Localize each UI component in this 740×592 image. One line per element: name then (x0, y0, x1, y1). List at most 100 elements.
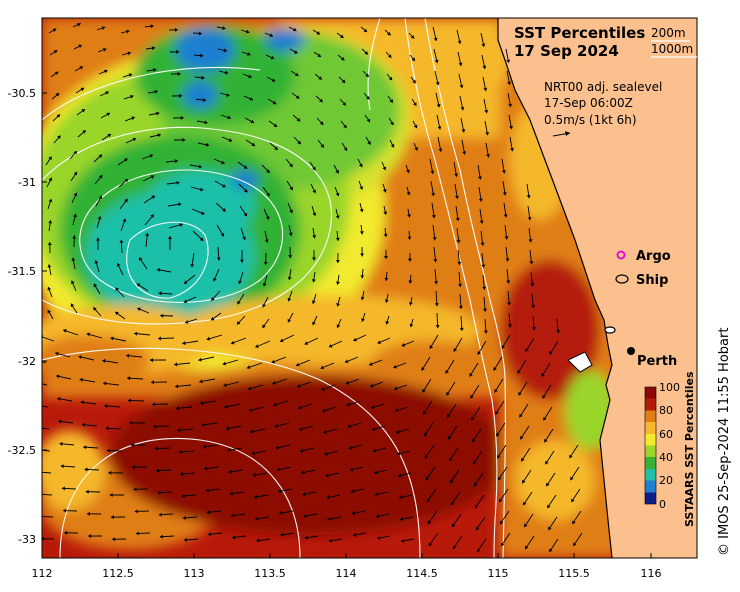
current-arrow-head (324, 451, 328, 456)
current-arrow-head (454, 195, 459, 199)
current-arrow-head (335, 192, 340, 197)
current-arrow-head (344, 359, 349, 364)
current-arrow-head (56, 374, 60, 379)
current-arrow-head (383, 233, 388, 237)
current-arrow-head (429, 345, 434, 349)
current-arrow-head (335, 169, 339, 174)
current-arrow-head (478, 198, 483, 202)
current-arrow-head (272, 381, 276, 385)
current-arrow-head (152, 402, 156, 407)
current-arrow-head (371, 427, 376, 431)
current-arrow-head (237, 300, 241, 305)
current-arrow-head (198, 357, 202, 362)
current-arrow-head (543, 416, 547, 421)
current-arrow-head (158, 336, 162, 341)
current-arrow-head (57, 397, 61, 401)
ship-marker-icon (615, 274, 629, 284)
current-arrow-head (271, 78, 276, 82)
current-arrow-head (58, 419, 62, 424)
current-arrow-head (544, 438, 548, 443)
current-arrow-head (48, 156, 52, 161)
current-arrow-head (377, 340, 382, 345)
lat-tick-label: -30.5 (8, 87, 36, 100)
current-arrow-head (71, 257, 76, 261)
current-arrow-head (340, 56, 345, 61)
current-arrow-head (312, 257, 316, 261)
current-arrow-head (98, 154, 103, 159)
lat-tick-label: -33 (18, 533, 36, 546)
current-arrow-head (115, 287, 119, 292)
current-arrow-head (525, 545, 529, 550)
current-arrow-head (325, 473, 329, 478)
current-arrow-head (369, 362, 373, 366)
current-arrow-head (436, 104, 441, 108)
current-arrow-head (81, 422, 86, 427)
current-arrow-head (55, 351, 59, 356)
current-arrow-head (296, 117, 301, 122)
current-arrow-head (110, 515, 114, 520)
current-arrow-head (526, 194, 531, 199)
current-arrow (42, 383, 48, 386)
current-arrow-head (430, 170, 435, 174)
current-arrow-head (134, 509, 138, 514)
current-arrow-head (527, 217, 532, 221)
current-arrow-head (427, 520, 432, 525)
current-arrow-head (496, 432, 500, 437)
current-arrow-head (243, 165, 248, 169)
current-arrow-head (408, 280, 413, 284)
current-arrow-head (136, 283, 141, 287)
current-arrow-head (359, 186, 364, 190)
current-arrow-head (275, 445, 280, 450)
current-vectors (34, 22, 583, 553)
current-arrow-head (249, 408, 253, 412)
current-arrow-head (80, 87, 85, 92)
current-arrow-head (227, 115, 231, 120)
current-arrow-head (326, 495, 330, 500)
current-arrow-head (256, 538, 260, 543)
current-arrow-head (137, 307, 141, 312)
city-marker-icon (627, 347, 635, 355)
current-arrow-head (359, 208, 364, 213)
current-arrow-head (220, 232, 225, 237)
current-arrow-head (432, 237, 437, 241)
current-arrow-head (453, 348, 458, 352)
current-arrow-head (336, 324, 341, 328)
current-arrow-head (102, 358, 106, 363)
current-arrow-head (365, 95, 370, 100)
current-arrow-head (328, 538, 333, 543)
current-arrow-head (364, 51, 368, 55)
lon-tick-label: 113 (184, 567, 205, 580)
current-arrow-head (410, 35, 415, 39)
current-arrow-head (182, 341, 186, 346)
current-arrow-head (493, 367, 497, 371)
current-arrow-head (119, 239, 124, 243)
colorbar-tick: 100 (659, 381, 680, 394)
current-arrow-head (174, 159, 178, 164)
current-arrow-head (293, 50, 298, 54)
current-arrow-head (157, 490, 161, 495)
current-arrow-head (545, 460, 549, 465)
current-arrow-head (124, 158, 128, 162)
current-arrow-head (64, 530, 68, 535)
current-arrow-head (484, 109, 489, 114)
current-arrow-head (335, 281, 340, 285)
current-info-source: NRT00 adj. sealevel (544, 80, 662, 94)
current-arrow-head (485, 131, 490, 136)
lon-tick-label: 114 (336, 567, 357, 580)
current-arrow-head (184, 537, 188, 542)
current-arrow-head (317, 53, 322, 57)
current-arrow-head (34, 403, 37, 407)
current-arrow-head (270, 55, 275, 60)
current-arrow-head (311, 279, 316, 283)
current-arrow-head (47, 264, 52, 268)
current-arrow-head (93, 283, 98, 288)
current-arrow-head (396, 429, 400, 434)
current-arrow-head (273, 402, 277, 407)
current-arrow-head (149, 154, 154, 158)
current-arrow-head (79, 66, 83, 70)
current-arrow-head (112, 537, 116, 542)
current-arrow-head (249, 96, 253, 101)
current-arrow-head (276, 467, 281, 472)
current-arrow-head (238, 280, 242, 284)
current-arrow-head (96, 237, 100, 241)
